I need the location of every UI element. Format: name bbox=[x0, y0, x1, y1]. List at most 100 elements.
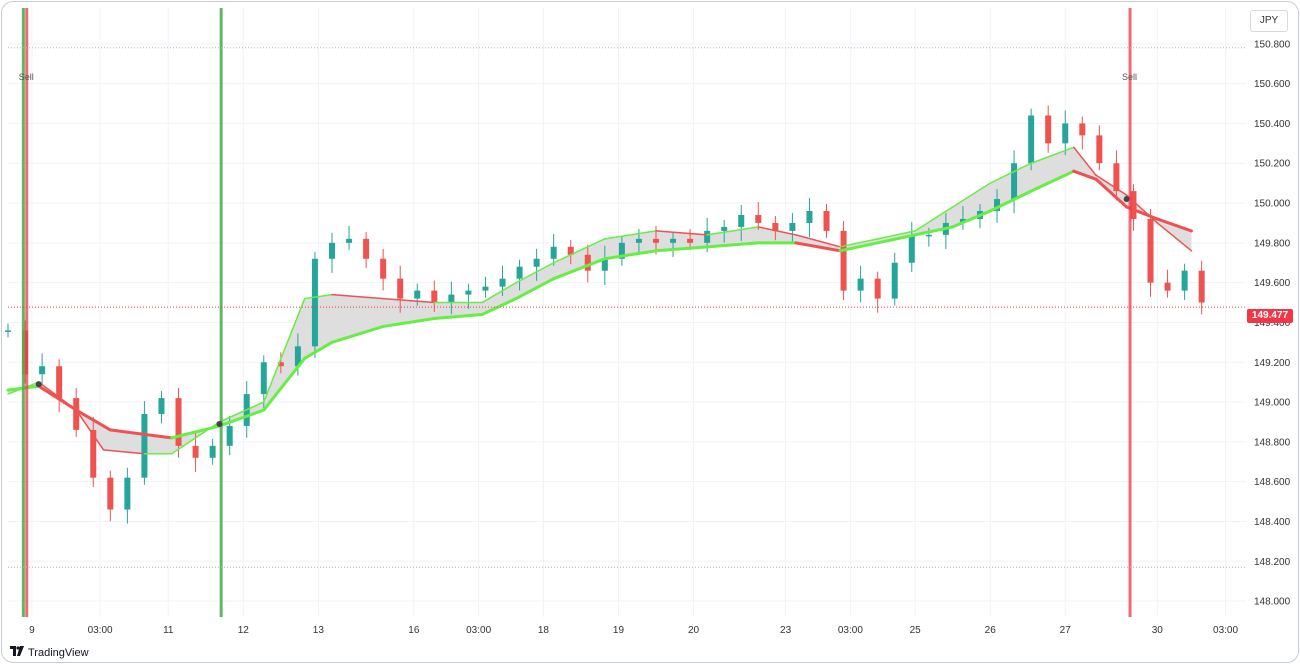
currency-selector[interactable]: JPY bbox=[1250, 10, 1288, 32]
lower-band-line-seg-14 bbox=[552, 257, 607, 281]
upper-band-line-seg-17 bbox=[655, 230, 708, 236]
upper-band-line-seg-15 bbox=[552, 238, 606, 264]
candle-body-3 bbox=[56, 366, 63, 399]
lower-band-line-seg-28 bbox=[1125, 205, 1159, 221]
y-tick-label-12: 150.400 bbox=[1254, 119, 1291, 130]
candle-body-22 bbox=[380, 258, 387, 279]
lower-band-line-seg-25 bbox=[1029, 169, 1076, 193]
candle-body-53 bbox=[908, 234, 915, 263]
lower-band-line-seg-3 bbox=[74, 408, 112, 432]
candle-body-16 bbox=[277, 362, 284, 367]
candle-body-18 bbox=[311, 258, 318, 347]
candle-body-7 bbox=[124, 477, 131, 510]
candle-body-51 bbox=[874, 278, 881, 299]
candle-body-4 bbox=[73, 398, 80, 430]
candle-body-5 bbox=[90, 429, 97, 478]
cross-marker-2 bbox=[1123, 196, 1130, 203]
candle-body-6 bbox=[107, 477, 114, 510]
x-tick-label-10: 23 bbox=[780, 625, 792, 636]
upper-band-line-seg-20 bbox=[795, 234, 841, 248]
candle-body-12 bbox=[209, 445, 216, 458]
candle-body-47 bbox=[806, 211, 813, 223]
candle-body-64 bbox=[1096, 135, 1103, 164]
candle-body-44 bbox=[755, 214, 762, 223]
last-price-label: 149.477 bbox=[1247, 309, 1293, 323]
lower-band-line-seg-23 bbox=[951, 209, 992, 229]
lower-band-line-seg-8 bbox=[303, 340, 334, 360]
candle-body-27 bbox=[465, 290, 472, 295]
y-tick-label-7: 149.400 bbox=[1254, 318, 1291, 329]
lower-band-line-seg-5 bbox=[170, 424, 221, 440]
lower-band-line-seg-7 bbox=[262, 356, 307, 412]
upper-band-line-seg-8 bbox=[263, 297, 306, 403]
tradingview-logo-text: TradingView bbox=[28, 646, 89, 659]
upper-band-line-seg-18 bbox=[706, 226, 760, 236]
y-tick-label-0: 148.000 bbox=[1254, 597, 1291, 608]
y-tick-label-11: 150.200 bbox=[1254, 159, 1291, 170]
candle-body-54 bbox=[925, 234, 932, 237]
x-tick-label-9: 20 bbox=[688, 625, 700, 636]
candle-body-61 bbox=[1045, 115, 1052, 144]
candle-body-25 bbox=[431, 290, 438, 303]
upper-band-line-seg-13 bbox=[481, 281, 517, 304]
lower-band-line-seg-10 bbox=[381, 316, 436, 328]
candle-body-1 bbox=[22, 330, 29, 375]
y-tick-label-10: 150.000 bbox=[1254, 199, 1291, 210]
upper-band-line-seg-28 bbox=[1095, 174, 1128, 196]
candle-body-9 bbox=[158, 398, 165, 414]
lower-band-line-seg-22 bbox=[913, 225, 955, 237]
lower-band-line-seg-26 bbox=[1072, 169, 1098, 181]
candle-body-50 bbox=[857, 278, 864, 291]
candle-body-65 bbox=[1113, 163, 1120, 192]
lower-band-line-seg-19 bbox=[794, 241, 842, 253]
candle-body-66 bbox=[1130, 191, 1137, 219]
upper-band-line-seg-26 bbox=[1030, 146, 1075, 164]
y-tick-label-14: 150.800 bbox=[1254, 39, 1291, 50]
x-tick-label-6: 03:00 bbox=[466, 625, 491, 636]
candle-body-32 bbox=[550, 246, 557, 259]
upper-band-line-seg-22 bbox=[876, 230, 916, 240]
lower-band-line-seg-24 bbox=[988, 189, 1033, 213]
y-tick-label-3: 148.600 bbox=[1254, 477, 1291, 488]
lower-band-line-seg-11 bbox=[432, 312, 484, 320]
x-tick-label-11: 03:00 bbox=[838, 625, 863, 636]
tradingview-logo[interactable]: TradingView bbox=[10, 646, 89, 659]
candle-body-26 bbox=[448, 294, 455, 303]
x-tick-label-13: 26 bbox=[985, 625, 997, 636]
lower-band-line-seg-4 bbox=[108, 428, 174, 440]
candle-body-8 bbox=[141, 414, 148, 478]
y-tick-label-6: 149.200 bbox=[1254, 358, 1291, 369]
cross-marker-1 bbox=[216, 420, 223, 427]
x-tick-label-2: 11 bbox=[163, 625, 174, 636]
upper-band-line-seg-27 bbox=[1073, 146, 1097, 176]
upper-band-line-seg-19 bbox=[757, 226, 797, 236]
x-tick-label-3: 12 bbox=[238, 625, 250, 636]
candle-body-40 bbox=[687, 238, 694, 243]
x-tick-label-8: 19 bbox=[613, 625, 625, 636]
candle-body-24 bbox=[414, 290, 421, 299]
candle-body-13 bbox=[226, 425, 233, 446]
candle-body-43 bbox=[738, 214, 745, 227]
candle-body-69 bbox=[1181, 270, 1188, 291]
y-tick-label-5: 149.000 bbox=[1254, 398, 1291, 409]
lower-band-line-seg-6 bbox=[217, 408, 266, 428]
x-tick-label-4: 13 bbox=[313, 625, 325, 636]
candle-body-39 bbox=[670, 238, 677, 243]
upper-band-line-seg-24 bbox=[951, 182, 991, 208]
candle-body-33 bbox=[567, 246, 574, 255]
cross-marker-0 bbox=[35, 381, 42, 388]
candle-body-59 bbox=[1011, 163, 1018, 200]
upper-band-line-seg-9 bbox=[303, 293, 333, 300]
candle-body-63 bbox=[1079, 123, 1086, 136]
upper-band-line-seg-4 bbox=[102, 449, 146, 455]
candle-body-49 bbox=[840, 230, 847, 291]
y-tick-label-8: 149.600 bbox=[1254, 278, 1291, 289]
lower-band-line-seg-20 bbox=[838, 241, 880, 253]
x-tick-label-16: 03:00 bbox=[1213, 625, 1238, 636]
x-tick-label-5: 16 bbox=[408, 625, 420, 636]
candle-body-10 bbox=[175, 398, 182, 446]
upper-band-line-seg-30 bbox=[1156, 222, 1193, 252]
candle-body-19 bbox=[328, 242, 335, 259]
lower-band-line-seg-16 bbox=[654, 245, 709, 253]
